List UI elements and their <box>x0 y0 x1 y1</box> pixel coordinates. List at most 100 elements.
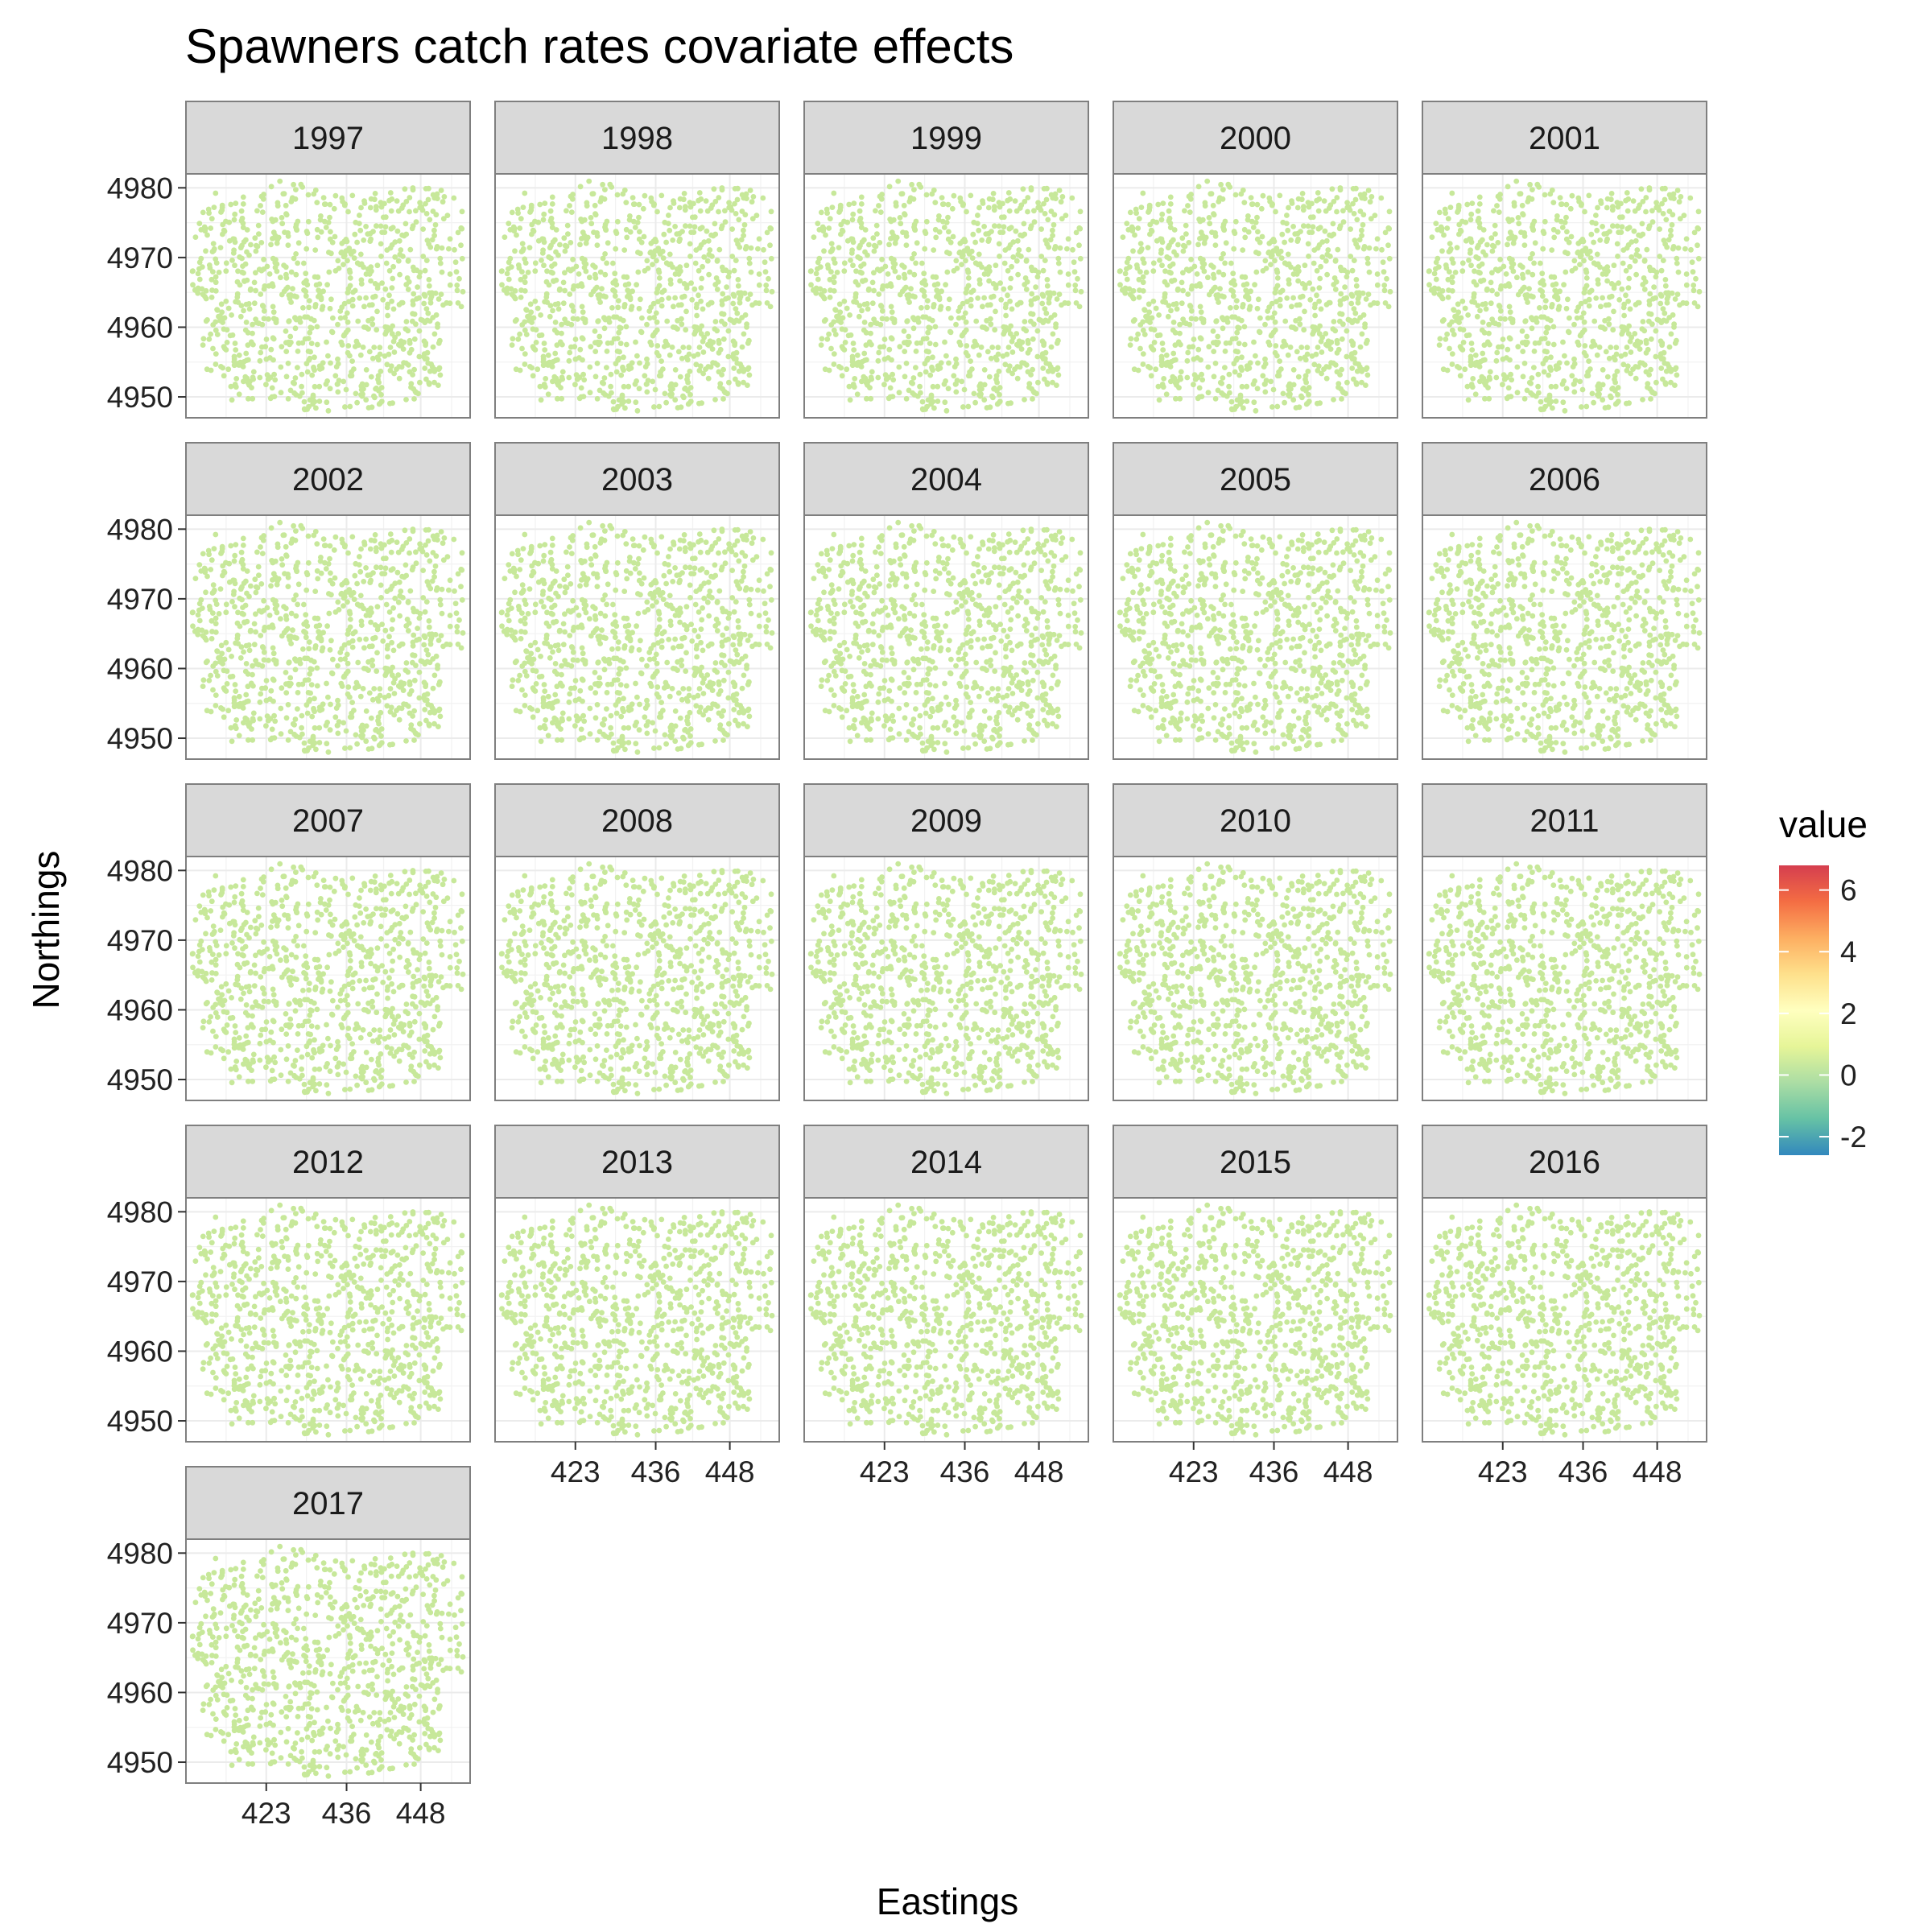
data-point <box>277 178 283 184</box>
data-point <box>1646 372 1652 378</box>
data-point <box>1641 258 1648 263</box>
data-point <box>305 533 312 539</box>
data-point <box>869 279 876 286</box>
data-point <box>377 351 383 357</box>
data-point <box>1335 346 1342 353</box>
data-point <box>1138 204 1145 210</box>
data-point <box>301 398 308 405</box>
data-point <box>1335 246 1341 253</box>
data-point <box>1477 308 1483 314</box>
data-point <box>567 349 573 356</box>
data-point <box>1651 284 1657 290</box>
data-point <box>1546 392 1553 398</box>
data-point <box>1517 191 1523 197</box>
data-point <box>844 366 850 373</box>
data-point <box>1010 254 1017 260</box>
data-point <box>1574 308 1580 314</box>
data-point <box>557 242 563 248</box>
data-point <box>1540 246 1546 252</box>
data-point <box>729 254 736 259</box>
data-point <box>909 255 915 262</box>
data-point <box>311 532 317 539</box>
data-point <box>551 327 558 333</box>
data-point <box>232 682 238 687</box>
data-point <box>936 213 942 219</box>
data-point <box>1666 237 1672 243</box>
data-point <box>715 279 721 285</box>
data-point <box>1666 291 1671 297</box>
data-point <box>1465 397 1472 403</box>
data-point <box>1593 213 1599 218</box>
data-point <box>307 329 313 336</box>
data-point <box>345 319 351 325</box>
data-point <box>970 344 976 349</box>
data-point <box>693 361 700 368</box>
data-point <box>1676 199 1682 205</box>
data-point <box>1031 208 1037 214</box>
data-point <box>913 365 919 370</box>
data-point <box>422 365 428 371</box>
data-point <box>866 286 872 292</box>
data-point <box>1344 274 1350 280</box>
data-point <box>1366 245 1373 251</box>
data-point <box>281 288 287 295</box>
data-point <box>1034 328 1041 334</box>
data-point <box>389 331 395 337</box>
data-point <box>854 391 861 398</box>
facet-panel: 2001 <box>1422 101 1707 419</box>
data-point <box>424 349 431 356</box>
data-point <box>1211 374 1217 380</box>
data-point <box>1538 398 1544 405</box>
data-point <box>1547 317 1554 324</box>
data-point <box>903 361 910 366</box>
data-point <box>1237 401 1243 407</box>
data-point <box>295 340 302 346</box>
data-point <box>543 279 550 285</box>
data-point <box>953 389 960 395</box>
data-point <box>1340 321 1346 328</box>
data-point <box>509 342 515 348</box>
data-point <box>1544 349 1550 355</box>
data-point <box>1351 258 1357 263</box>
data-point <box>1511 203 1517 209</box>
data-point <box>1538 279 1544 286</box>
data-point <box>1021 221 1027 227</box>
data-point <box>1502 283 1509 289</box>
data-point <box>828 345 834 352</box>
data-point <box>213 274 219 280</box>
data-point <box>196 266 202 272</box>
data-point <box>1132 232 1137 238</box>
data-point <box>522 351 528 357</box>
data-point <box>332 714 339 720</box>
data-point <box>1216 340 1221 345</box>
data-point <box>838 221 844 228</box>
data-point <box>1003 301 1009 308</box>
data-point <box>672 295 678 301</box>
data-point <box>272 217 279 223</box>
data-point <box>634 407 641 414</box>
data-point <box>1140 279 1146 286</box>
data-point <box>733 356 739 362</box>
data-point <box>698 331 704 337</box>
data-point <box>1633 271 1639 278</box>
data-point <box>1226 383 1232 390</box>
data-point <box>956 308 962 314</box>
data-point <box>847 397 853 403</box>
data-point <box>425 310 431 316</box>
data-point <box>1258 205 1265 212</box>
data-point <box>1286 381 1293 387</box>
data-point <box>579 303 585 310</box>
data-point <box>1359 331 1365 337</box>
data-point <box>1322 228 1328 234</box>
data-point <box>1349 293 1356 299</box>
data-point <box>532 268 539 275</box>
data-point <box>588 344 594 350</box>
data-point <box>1387 288 1393 295</box>
data-point <box>1183 222 1189 229</box>
data-point <box>1303 401 1310 407</box>
data-point <box>624 234 630 241</box>
data-point <box>650 332 657 338</box>
data-point <box>1563 305 1570 312</box>
data-point <box>1536 390 1542 396</box>
data-point <box>911 316 918 323</box>
